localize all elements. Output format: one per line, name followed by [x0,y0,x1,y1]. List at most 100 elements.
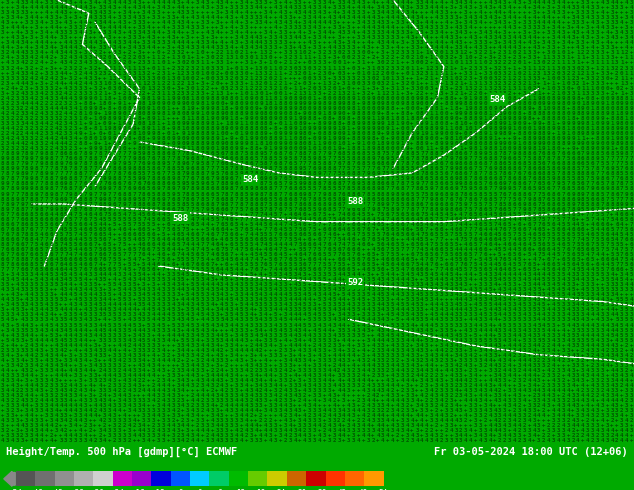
Text: 7: 7 [122,156,126,161]
Text: 6: 6 [517,161,521,166]
Text: 9: 9 [581,121,585,126]
Text: 1: 1 [127,81,131,86]
Text: +: + [459,10,463,15]
Text: 3: 3 [142,10,146,15]
Text: 4: 4 [152,338,155,343]
Text: 3: 3 [571,307,575,313]
Text: 4: 4 [186,242,190,247]
Text: 4: 4 [562,333,565,338]
Text: 8: 8 [454,121,458,126]
Text: 4: 4 [488,212,492,217]
Text: 1: 1 [279,96,282,101]
Text: 6: 6 [64,217,68,221]
Text: 7: 7 [557,187,560,192]
Text: 3: 3 [200,277,204,282]
Text: 3: 3 [410,423,414,428]
Text: 8: 8 [347,161,351,166]
Text: 0: 0 [562,66,565,71]
Text: 3: 3 [406,418,409,423]
Text: 0: 0 [283,86,287,91]
Text: 5: 5 [391,172,394,176]
Text: 5: 5 [430,161,434,166]
Text: 9: 9 [35,207,38,212]
Text: 0: 0 [220,101,224,106]
Text: 3: 3 [25,111,29,116]
Text: 4: 4 [264,313,268,318]
Text: +: + [576,116,579,121]
Text: 1: 1 [605,60,609,66]
Text: 5: 5 [196,293,199,297]
Text: +: + [254,60,258,66]
Text: 4: 4 [566,40,570,46]
Text: +: + [391,111,394,116]
Text: 3: 3 [571,35,575,40]
Text: 3: 3 [157,40,160,46]
Text: 3: 3 [611,408,614,413]
Text: 5: 5 [479,338,482,343]
Text: 6: 6 [318,201,321,207]
Text: 3: 3 [162,393,165,398]
Text: 8: 8 [142,196,146,201]
Text: +: + [1,433,4,439]
Text: +: + [74,428,77,433]
Text: +: + [479,71,482,75]
Text: 8: 8 [249,111,253,116]
Text: 5: 5 [288,227,292,232]
Text: 7: 7 [205,242,209,247]
Text: 8: 8 [542,136,545,141]
Text: 5: 5 [337,187,340,192]
Text: 4: 4 [615,368,619,373]
Text: 4: 4 [210,403,214,408]
Text: 1: 1 [337,91,340,96]
Text: 9: 9 [600,146,604,151]
Text: 5: 5 [517,247,521,252]
Text: 3: 3 [566,333,570,338]
Text: +: + [488,418,492,423]
Text: 1: 1 [113,66,117,71]
Text: 9: 9 [630,131,633,136]
Text: 3: 3 [625,15,628,20]
Text: 6: 6 [542,161,545,166]
Text: 4: 4 [469,439,472,443]
Text: +: + [625,413,628,418]
Text: +: + [210,428,214,433]
Text: 4: 4 [79,328,82,333]
Text: 3: 3 [347,348,351,353]
Text: 7: 7 [406,222,409,227]
Text: 3: 3 [235,408,238,413]
Text: 4: 4 [479,313,482,318]
Text: 8: 8 [264,126,268,131]
Text: 4: 4 [274,293,277,297]
Text: 3: 3 [288,439,292,443]
Text: 0: 0 [205,75,209,81]
Text: 2: 2 [454,81,458,86]
Text: 3: 3 [527,428,531,433]
Text: 0: 0 [142,111,146,116]
Text: 7: 7 [59,252,63,257]
Text: 4: 4 [469,353,472,358]
Text: 8: 8 [474,106,477,111]
Text: 5: 5 [327,176,331,181]
Text: 0: 0 [240,126,243,131]
Text: 4: 4 [581,398,585,403]
Text: 7: 7 [1,247,4,252]
Text: 3: 3 [571,363,575,368]
Text: 8: 8 [498,161,501,166]
Text: +: + [59,333,63,338]
Text: 1: 1 [357,96,360,101]
Text: 1: 1 [133,121,136,126]
Text: 6: 6 [142,247,146,252]
Text: 4: 4 [439,398,443,403]
Text: 5: 5 [249,287,253,292]
Text: +: + [269,131,273,136]
Text: 2: 2 [469,66,472,71]
Text: 3: 3 [366,328,370,333]
Text: 3: 3 [352,322,355,327]
Text: 4: 4 [44,121,48,126]
Text: 4: 4 [596,403,599,408]
Text: +: + [425,313,429,318]
Text: 0: 0 [98,116,101,121]
Text: 4: 4 [152,40,155,46]
Text: 3: 3 [133,333,136,338]
Text: 8: 8 [611,187,614,192]
